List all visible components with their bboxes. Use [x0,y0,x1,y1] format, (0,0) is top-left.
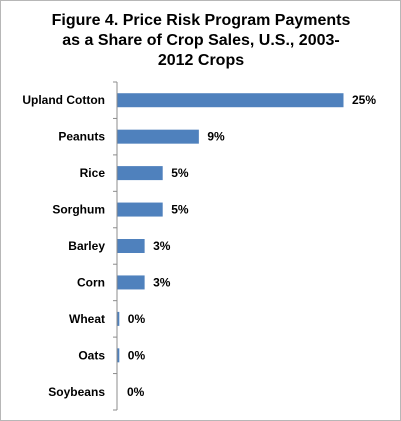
value-label: 0% [127,385,145,399]
bars-group [117,93,344,363]
chart-title: Figure 4. Price Risk Program Payments as… [11,11,391,71]
category-axis-ticks [113,81,117,411]
category-label: Oats [78,348,105,362]
bar [117,93,344,108]
value-label: 5% [171,166,189,180]
value-label: 0% [128,312,146,326]
value-label: 5% [171,203,189,217]
bar [117,166,163,181]
chart-title-line-1: Figure 4. Price Risk Program Payments [51,12,351,29]
chart-title-line-2: as a Share of Crop Sales, U.S., 2003- [62,32,340,49]
value-label: 3% [153,239,171,253]
value-labels: 25% 9% 5% 5% 3% 3% 0% 0% 0% [127,93,376,399]
category-labels: Upland Cotton Peanuts Rice Sorghum Barley Cor… [22,93,105,399]
value-label: 3% [153,275,171,289]
bar [117,275,145,290]
category-label: Soybeans [48,385,105,399]
bar [117,311,120,326]
value-label: 25% [352,93,376,107]
bar [117,202,163,217]
category-label: Wheat [69,312,105,326]
category-label: Corn [77,275,105,289]
bar [117,348,120,363]
category-label: Upland Cotton [22,93,105,107]
bar [117,129,199,144]
category-label: Rice [80,166,106,180]
category-label: Barley [68,239,105,253]
category-label: Sorghum [52,203,105,217]
value-label: 0% [128,348,146,362]
value-label: 9% [207,130,225,144]
chart-title-line-3: 2012 Crops [157,52,245,69]
bar [117,239,145,253]
category-label: Peanuts [58,130,105,144]
